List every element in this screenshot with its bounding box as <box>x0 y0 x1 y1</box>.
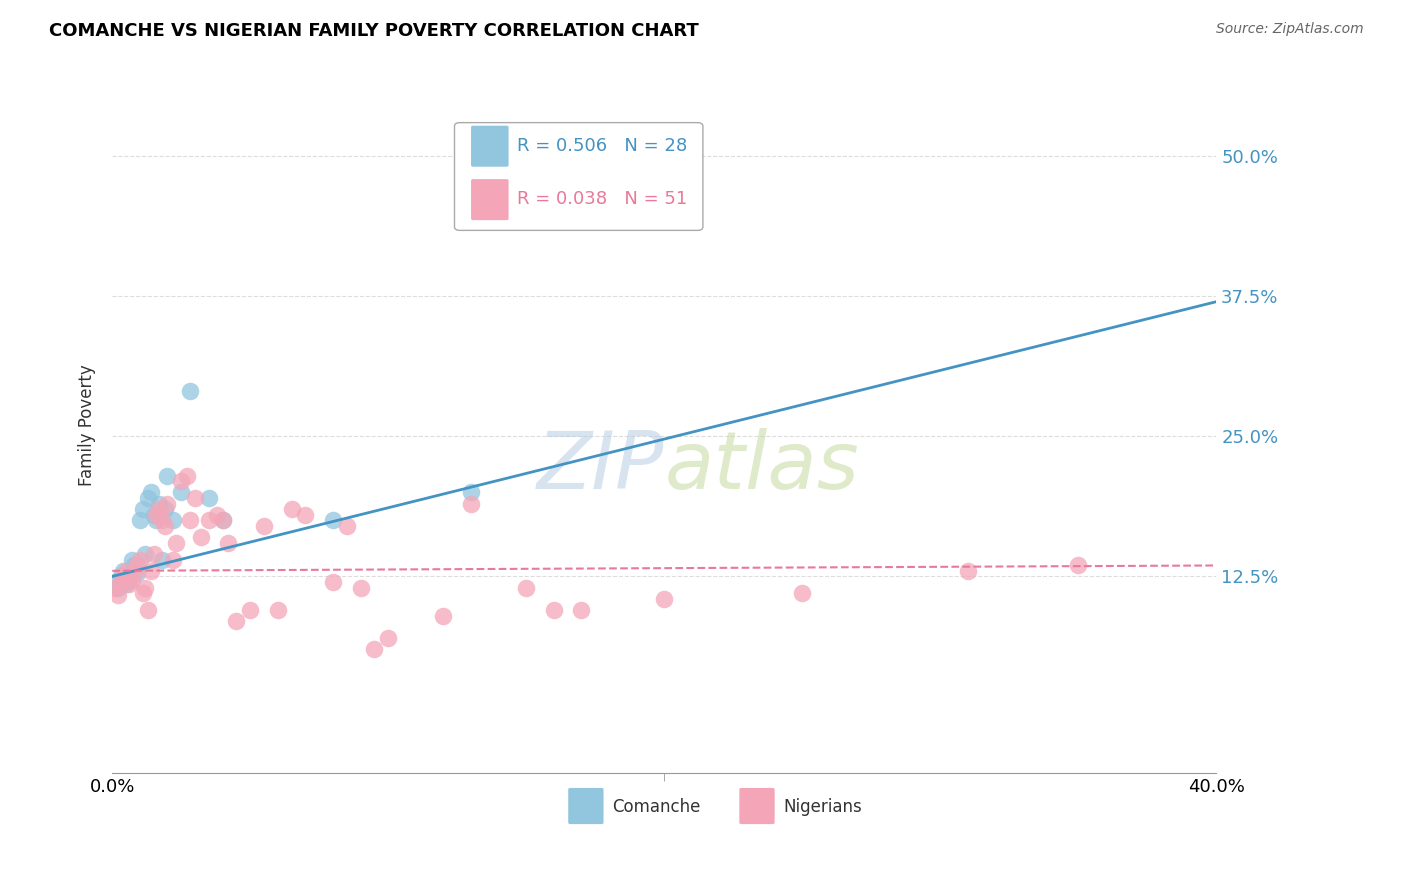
Point <box>460 497 482 511</box>
Point <box>125 566 148 580</box>
Point <box>107 581 129 595</box>
Point <box>118 577 141 591</box>
Point <box>156 497 179 511</box>
Point <box>363 642 385 657</box>
Point <box>211 513 233 527</box>
Point <box>253 519 276 533</box>
Point <box>124 566 146 580</box>
Point <box>112 569 135 583</box>
Point <box>792 586 814 600</box>
Point <box>139 485 162 500</box>
Point <box>128 513 150 527</box>
Point <box>104 581 127 595</box>
Point <box>239 603 262 617</box>
Point <box>336 519 359 533</box>
Point <box>110 575 132 590</box>
Point <box>148 502 170 516</box>
Point <box>176 468 198 483</box>
Y-axis label: Family Poverty: Family Poverty <box>79 364 96 486</box>
Point <box>153 502 176 516</box>
FancyBboxPatch shape <box>454 122 703 230</box>
Point <box>121 552 143 566</box>
Text: Source: ZipAtlas.com: Source: ZipAtlas.com <box>1216 22 1364 37</box>
FancyBboxPatch shape <box>471 126 509 167</box>
Point <box>110 569 132 583</box>
Point <box>322 575 344 590</box>
FancyBboxPatch shape <box>471 179 509 220</box>
Point <box>198 491 221 505</box>
Text: R = 0.506   N = 28: R = 0.506 N = 28 <box>517 136 688 155</box>
Point <box>136 603 159 617</box>
Point <box>112 564 135 578</box>
Point <box>205 508 228 522</box>
Point <box>162 513 184 527</box>
Point <box>198 513 221 527</box>
Point <box>170 485 193 500</box>
Point <box>211 513 233 527</box>
Point <box>267 603 290 617</box>
Point <box>124 558 146 573</box>
Point <box>121 573 143 587</box>
Point <box>377 631 399 645</box>
Point <box>145 513 167 527</box>
Point <box>131 586 153 600</box>
Point <box>145 508 167 522</box>
Point <box>350 581 373 595</box>
Point <box>652 591 675 606</box>
Point <box>156 468 179 483</box>
Point <box>225 614 247 628</box>
Point <box>139 564 162 578</box>
Text: ZIP: ZIP <box>537 428 664 506</box>
Point <box>432 608 454 623</box>
Text: Nigerians: Nigerians <box>783 798 862 816</box>
Point <box>134 547 156 561</box>
Point <box>571 603 593 617</box>
Point <box>217 536 239 550</box>
Point <box>165 536 187 550</box>
Point <box>150 513 173 527</box>
Point <box>125 558 148 573</box>
Point <box>322 513 344 527</box>
Point <box>142 547 165 561</box>
Point <box>162 552 184 566</box>
Point <box>460 485 482 500</box>
Point <box>179 513 201 527</box>
Point <box>190 530 212 544</box>
Point <box>150 552 173 566</box>
Point <box>515 581 537 595</box>
Text: Comanche: Comanche <box>613 798 700 816</box>
Point <box>184 491 207 505</box>
Point <box>956 564 979 578</box>
Point <box>280 502 302 516</box>
Point <box>128 552 150 566</box>
Point <box>118 573 141 587</box>
Point <box>179 384 201 399</box>
Point <box>142 508 165 522</box>
Point <box>104 575 127 590</box>
Text: R = 0.038   N = 51: R = 0.038 N = 51 <box>517 190 688 208</box>
Text: COMANCHE VS NIGERIAN FAMILY POVERTY CORRELATION CHART: COMANCHE VS NIGERIAN FAMILY POVERTY CORR… <box>49 22 699 40</box>
Point <box>134 581 156 595</box>
Point <box>543 603 565 617</box>
Text: atlas: atlas <box>664 428 859 506</box>
Point <box>115 577 138 591</box>
Point <box>294 508 316 522</box>
FancyBboxPatch shape <box>740 788 775 824</box>
Point <box>153 519 176 533</box>
Point <box>107 589 129 603</box>
Point <box>136 491 159 505</box>
Point <box>131 502 153 516</box>
Point <box>170 474 193 488</box>
FancyBboxPatch shape <box>568 788 603 824</box>
Point <box>115 564 138 578</box>
Point <box>1067 558 1090 573</box>
Point <box>148 497 170 511</box>
